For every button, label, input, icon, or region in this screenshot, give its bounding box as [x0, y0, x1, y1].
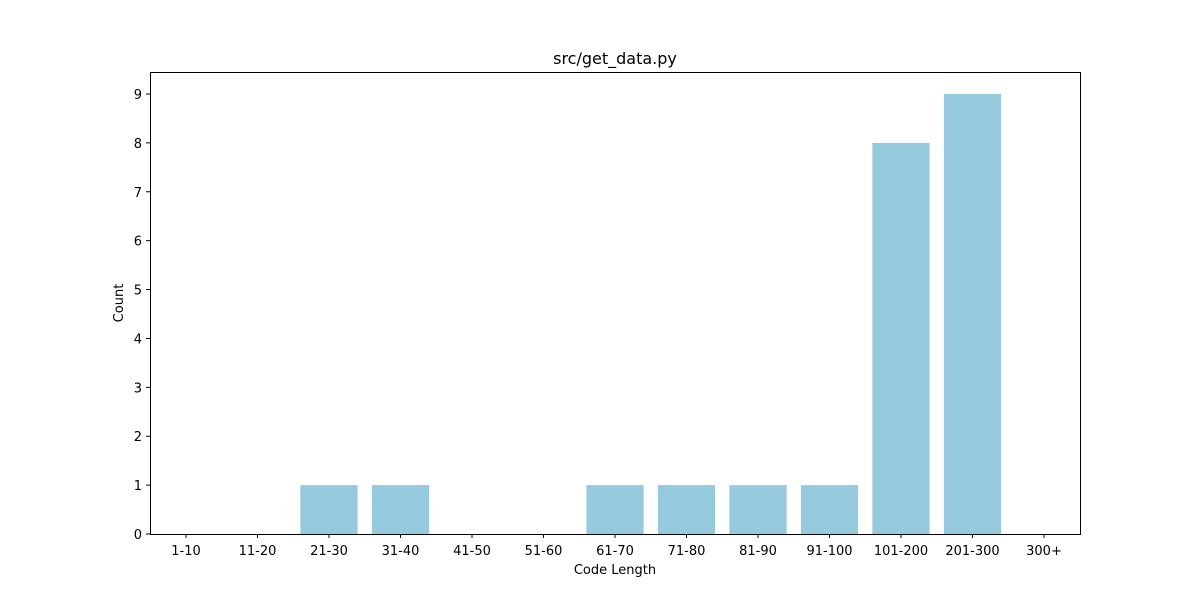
bar-21-30	[300, 485, 358, 534]
chart-title: src/get_data.py	[553, 49, 677, 69]
y-tick-label: 3	[134, 381, 142, 396]
x-axis-label: Code Length	[574, 563, 656, 578]
x-tick-label: 201-300	[945, 544, 999, 559]
y-tick-label: 5	[134, 284, 142, 299]
x-tick-label: 91-100	[806, 544, 852, 559]
y-tick-label: 7	[134, 186, 142, 201]
bar-81-90	[729, 485, 787, 534]
x-tick-label: 41-50	[453, 544, 491, 559]
x-axis-ticks: 1-10 11-20 21-30 31-40 41-50 51-60 61-70 71-80 8…	[171, 534, 1062, 559]
y-tick-label: 1	[134, 479, 142, 494]
x-tick-label: 81-90	[739, 544, 777, 559]
x-tick-label: 71-80	[668, 544, 706, 559]
x-tick-label: 11-20	[239, 544, 277, 559]
bar-201-300	[943, 94, 1002, 534]
plot-frame	[150, 72, 1081, 535]
x-tick-label: 31-40	[382, 544, 420, 559]
x-tick-label: 61-70	[596, 544, 634, 559]
bars-group	[300, 94, 1002, 534]
y-tick-label: 2	[134, 430, 142, 445]
bar-31-40	[371, 485, 430, 534]
y-tick-label: 4	[134, 332, 142, 347]
bar-61-70	[586, 485, 644, 534]
bar-101-200	[872, 142, 930, 534]
y-axis-label: Count	[112, 284, 127, 323]
x-tick-label: 101-200	[874, 544, 928, 559]
x-tick-label: 1-10	[171, 544, 201, 559]
y-tick-label: 0	[134, 528, 142, 543]
y-tick-label: 6	[134, 235, 142, 250]
x-tick-label: 300+	[1026, 544, 1062, 559]
x-tick-label: 21-30	[310, 544, 348, 559]
y-tick-label: 8	[134, 137, 142, 152]
bar-71-80	[657, 485, 716, 534]
y-tick-label: 9	[134, 88, 142, 103]
bar-91-100	[800, 485, 859, 534]
y-axis-ticks: 0 1 2 3 4 5 6 7 8 9	[134, 88, 150, 543]
x-tick-label: 51-60	[525, 544, 563, 559]
